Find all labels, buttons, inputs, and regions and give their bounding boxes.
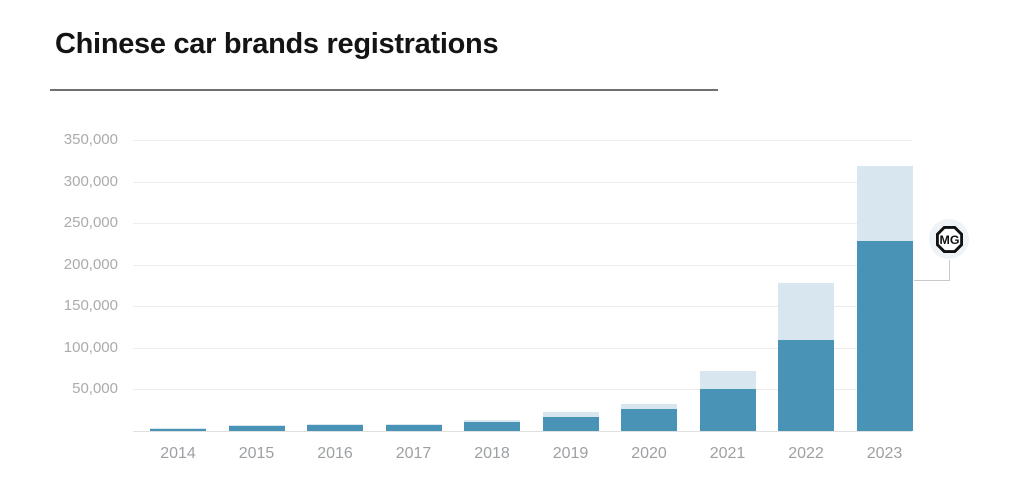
y-axis-tick-label: 150,000: [63, 297, 118, 315]
bar-segment-MG-2019[interactable]: [542, 416, 599, 431]
bar-segment-series2-2021[interactable]: [699, 371, 756, 390]
bar-segment-MG-2016[interactable]: [307, 424, 363, 431]
x-axis-label-2020: 2020: [631, 445, 667, 462]
mg-brand-badge: MG: [929, 219, 969, 259]
title-underline: [50, 89, 718, 91]
bar-segment-MG-2015[interactable]: [228, 426, 285, 431]
annotation-connector-vertical: [949, 260, 950, 280]
bar-segment-series2-2017[interactable]: [385, 423, 442, 425]
x-axis-label-2022: 2022: [788, 445, 824, 462]
bar-segment-series2-2019[interactable]: [542, 411, 599, 417]
mg-logo-icon: MG: [935, 225, 963, 253]
bar-segment-MG-2020[interactable]: [621, 409, 677, 431]
bar-segment-MG-2023[interactable]: [856, 241, 913, 431]
bar-segment-series2-2018[interactable]: [464, 420, 520, 423]
gridline-150000: [133, 306, 912, 308]
gridline-200000: [133, 264, 912, 266]
y-axis-tick-label: 300,000: [63, 172, 118, 190]
y-axis-tick-label: 50,000: [72, 380, 118, 398]
gridline-350000: [133, 140, 912, 141]
page-title: Chinese car brands registrations: [55, 28, 499, 60]
bar-segment-series2-2015[interactable]: [228, 425, 285, 426]
x-axis-label-2021: 2021: [709, 445, 746, 462]
x-axis-label-2019: 2019: [552, 445, 589, 462]
x-axis-label-2014: 2014: [160, 445, 196, 462]
x-axis-label-2018: 2018: [474, 445, 510, 462]
y-axis-tick-label: 250,000: [63, 214, 118, 232]
gridline-300000: [133, 181, 912, 183]
x-axis-line: [133, 431, 912, 432]
bar-segment-series2-2023[interactable]: [856, 165, 913, 242]
bar-segment-series2-2020[interactable]: [621, 404, 677, 410]
y-axis-tick-label: 350,000: [63, 131, 118, 148]
y-axis-tick-label: 200,000: [63, 255, 118, 273]
annotation-connector-horizontal: [914, 280, 950, 281]
svg-text:MG: MG: [939, 233, 959, 247]
gridline-100000: [133, 347, 912, 349]
gridline-250000: [133, 223, 912, 225]
bar-segment-MG-2017[interactable]: [385, 424, 442, 431]
x-axis-label-2016: 2016: [317, 445, 353, 462]
x-axis-label-2017: 2017: [395, 445, 432, 462]
bar-segment-MG-2018[interactable]: [464, 422, 520, 431]
x-axis-label-2023: 2023: [866, 445, 903, 462]
x-axis-label-2015: 2015: [238, 445, 275, 462]
bar-segment-MG-2014[interactable]: [150, 428, 206, 431]
bar-segment-MG-2022[interactable]: [778, 339, 834, 431]
bar-segment-series2-2022[interactable]: [778, 283, 834, 340]
gridline-50000: [133, 389, 912, 391]
bar-segment-series2-2016[interactable]: [307, 423, 363, 425]
bar-segment-MG-2021[interactable]: [699, 389, 756, 431]
y-axis-tick-label: 100,000: [63, 338, 118, 356]
